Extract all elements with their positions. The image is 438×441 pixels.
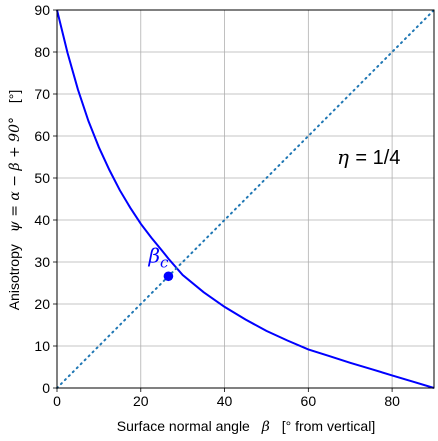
y-axis-label-suffix: [°] xyxy=(6,90,22,103)
x-tick-label: 60 xyxy=(301,393,317,409)
beta-c-label: βc xyxy=(147,243,169,271)
eta-annotation: η = 1/4 xyxy=(337,145,400,169)
x-tick-label: 20 xyxy=(133,393,149,409)
diagonal-reference-line xyxy=(56,9,435,389)
y-tick-label: 70 xyxy=(34,86,50,102)
y-tick-label: 90 xyxy=(34,2,50,18)
y-tick-label: 30 xyxy=(34,254,50,270)
y-tick-label: 20 xyxy=(34,296,50,312)
series-layer: βc xyxy=(56,9,435,389)
x-axis-label-prefix: Surface normal angle xyxy=(117,418,250,434)
x-axis-label: Surface normal angle β [° from vertical] xyxy=(117,418,375,435)
y-tick-label: 50 xyxy=(34,170,50,186)
y-tick-label: 0 xyxy=(42,380,50,396)
anisotropy-curve xyxy=(56,9,435,389)
eta-value: = 1/4 xyxy=(355,147,400,169)
beta-c-subscript: c xyxy=(160,253,169,271)
y-axis-label: Anisotropy ψ = α − β + 90° [°] xyxy=(6,90,23,311)
x-axis-label-symbol: β xyxy=(261,419,270,435)
y-tick-label: 40 xyxy=(34,212,50,228)
x-tick-label: 40 xyxy=(217,393,233,409)
y-tick-label: 80 xyxy=(34,44,50,60)
y-tick-label: 10 xyxy=(34,338,50,354)
y-tick-label: 60 xyxy=(34,128,50,144)
beta-c-point xyxy=(163,271,174,282)
eta-symbol: η xyxy=(337,145,349,169)
x-tick-label: 80 xyxy=(384,393,400,409)
y-axis-label-expression: ψ = α − β + 90° xyxy=(7,117,23,232)
x-tick-label: 0 xyxy=(53,393,61,409)
beta-c-symbol: β xyxy=(147,243,160,267)
ticks: 0 20 40 60 80 0 10 20 30 40 50 60 70 80 90 xyxy=(34,2,400,409)
x-axis-label-suffix: [° from vertical] xyxy=(282,418,376,434)
y-axis-label-prefix: Anisotropy xyxy=(6,244,22,310)
plot-frame xyxy=(56,9,435,389)
